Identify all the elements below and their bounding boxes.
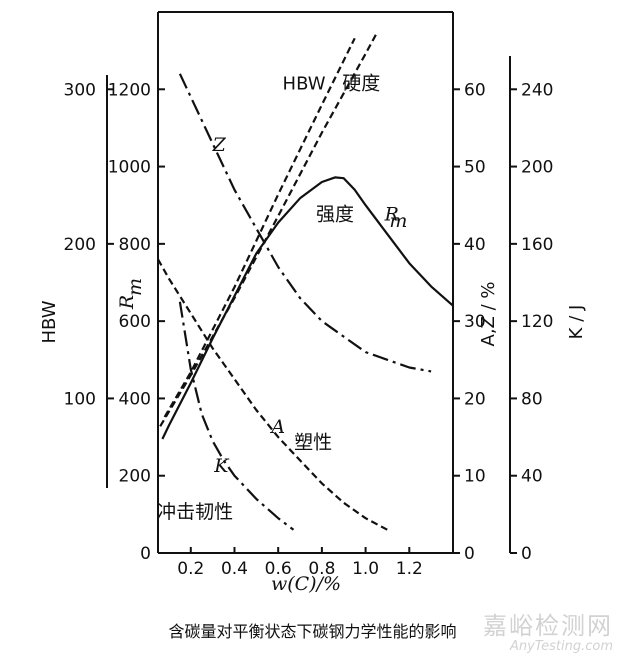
x-tick-label-5: 1.2 (396, 559, 423, 579)
annotation-hardness-label: 硬度 (342, 72, 380, 94)
az-tick-label-4: 40 (464, 235, 486, 255)
x-tick-label-0: 0.2 (177, 559, 204, 579)
k-tick-label-2: 80 (521, 389, 543, 409)
x-tick-label-1: 0.4 (221, 559, 248, 579)
axis-titles: HBW R m A,Z / % K / J w(C)/% (39, 278, 587, 595)
k-tick-label-6: 240 (521, 80, 553, 100)
annotation-plasticity-label: 塑性 (294, 432, 332, 454)
hbw-tick-label-1: 200 (64, 235, 96, 255)
annotation-k-label: K (213, 455, 230, 477)
rm-tick-label-3: 600 (119, 312, 151, 332)
x-tick-label-2: 0.6 (265, 559, 292, 579)
annotation-rm-sub: m (389, 210, 407, 232)
rm-axis-label-main: R (116, 295, 138, 310)
x-ticks: 0.2 0.4 0.6 0.8 1.0 1.2 (177, 547, 423, 579)
hbw-axis-label: HBW (39, 300, 60, 343)
watermark-en: AnyTesting.com (509, 638, 613, 654)
annotation-a-label: A (269, 416, 285, 438)
rm-tick-label-2: 400 (119, 389, 151, 409)
annotation-hbw-label: HBW (283, 73, 326, 94)
watermark-cn: 嘉峪检测网 (483, 612, 613, 641)
az-axis-ticks: 0 10 20 30 40 50 60 (453, 80, 486, 564)
annotations: HBW 硬度 Z 强度 Rm A 塑性 K 冲击韧性 (157, 72, 407, 523)
series-line-a (157, 258, 388, 531)
k-axis-ticks: 0 40 80 120 160 200 240 (510, 80, 553, 564)
az-tick-label-1: 10 (464, 467, 486, 487)
hbw-tick-label-2: 300 (64, 80, 96, 100)
series-line-z (178, 73, 432, 373)
hbw-axis-ticks: 100 200 300 (64, 80, 114, 409)
k-tick-label-0: 0 (521, 544, 532, 564)
az-tick-label-5: 50 (464, 158, 486, 178)
rm-tick-label-0: 0 (140, 544, 151, 564)
az-axis-label: A,Z / % (478, 282, 499, 347)
k-tick-label-4: 160 (521, 235, 553, 255)
annotation-z-label: Z (212, 134, 227, 156)
x-tick-label-4: 1.0 (352, 559, 379, 579)
k-tick-label-1: 40 (521, 467, 543, 487)
chart-title: 含碳量对平衡状态下碳钢力学性能的影响 (168, 622, 457, 641)
series-line-rm (161, 176, 454, 440)
series-line-k (178, 301, 295, 531)
k-tick-label-3: 120 (521, 312, 553, 332)
rm-axis-label-sub: m (124, 278, 146, 296)
watermark: 嘉峪检测网 AnyTesting.com (483, 613, 613, 654)
x-axis-label: w(C)/% (271, 573, 341, 595)
axes-group (106, 11, 511, 554)
rm-tick-label-4: 800 (119, 235, 151, 255)
x-tick-label-3: 0.8 (308, 559, 335, 579)
az-tick-label-0: 0 (464, 544, 475, 564)
series-line-hbw (159, 33, 378, 427)
annotation-strength-label: 强度 (316, 204, 354, 226)
az-tick-label-2: 20 (464, 389, 486, 409)
az-tick-label-3: 30 (464, 312, 486, 332)
annotation-rm-main: R (384, 204, 399, 226)
az-tick-label-6: 60 (464, 80, 486, 100)
hbw-tick-label-0: 100 (64, 389, 96, 409)
rm-tick-label-1: 200 (119, 467, 151, 487)
rm-tick-label-6: 1200 (108, 80, 151, 100)
annotation-impact-label: 冲击韧性 (157, 501, 233, 523)
series-line-hbw_pair (163, 37, 356, 418)
k-tick-label-5: 200 (521, 158, 553, 178)
rm-axis-ticks: 0 200 400 600 800 1000 1200 (108, 80, 165, 564)
rm-tick-label-5: 1000 (108, 158, 151, 178)
series-group (157, 33, 454, 531)
k-axis-label: K / J (566, 305, 587, 340)
